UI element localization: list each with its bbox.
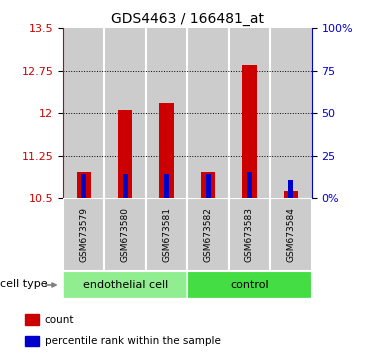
Bar [105,198,146,271]
Bar [270,198,312,271]
Text: endothelial cell: endothelial cell [83,280,168,290]
FancyBboxPatch shape [187,272,312,298]
Text: GSM673579: GSM673579 [79,207,88,262]
Bar [242,65,257,198]
Bar [247,172,252,198]
Bar [123,175,128,198]
Text: count: count [45,315,74,325]
Bar [201,172,215,198]
Bar [105,28,146,198]
Bar [206,175,211,198]
Text: GSM673581: GSM673581 [162,207,171,262]
Bar [76,172,91,198]
Bar [25,336,39,346]
Bar [229,28,270,198]
FancyBboxPatch shape [63,272,187,298]
Text: GSM673584: GSM673584 [286,207,295,262]
Bar [288,180,293,198]
Bar [63,28,105,198]
Bar [270,28,312,198]
Bar [146,198,187,271]
Bar [160,103,174,198]
Title: GDS4463 / 166481_at: GDS4463 / 166481_at [111,12,264,26]
Text: cell type: cell type [0,279,47,289]
Text: GSM673582: GSM673582 [204,207,213,262]
Bar [63,198,105,271]
Bar [146,28,187,198]
Bar [187,28,229,198]
Text: control: control [230,280,269,290]
Bar [229,198,270,271]
Bar [81,175,86,198]
Bar [164,175,169,198]
Bar [284,192,298,198]
FancyArrowPatch shape [46,283,56,287]
Text: GSM673580: GSM673580 [121,207,130,262]
Bar [118,110,132,198]
Bar [25,314,39,325]
Text: percentile rank within the sample: percentile rank within the sample [45,336,221,346]
Text: GSM673583: GSM673583 [245,207,254,262]
Bar [187,198,229,271]
